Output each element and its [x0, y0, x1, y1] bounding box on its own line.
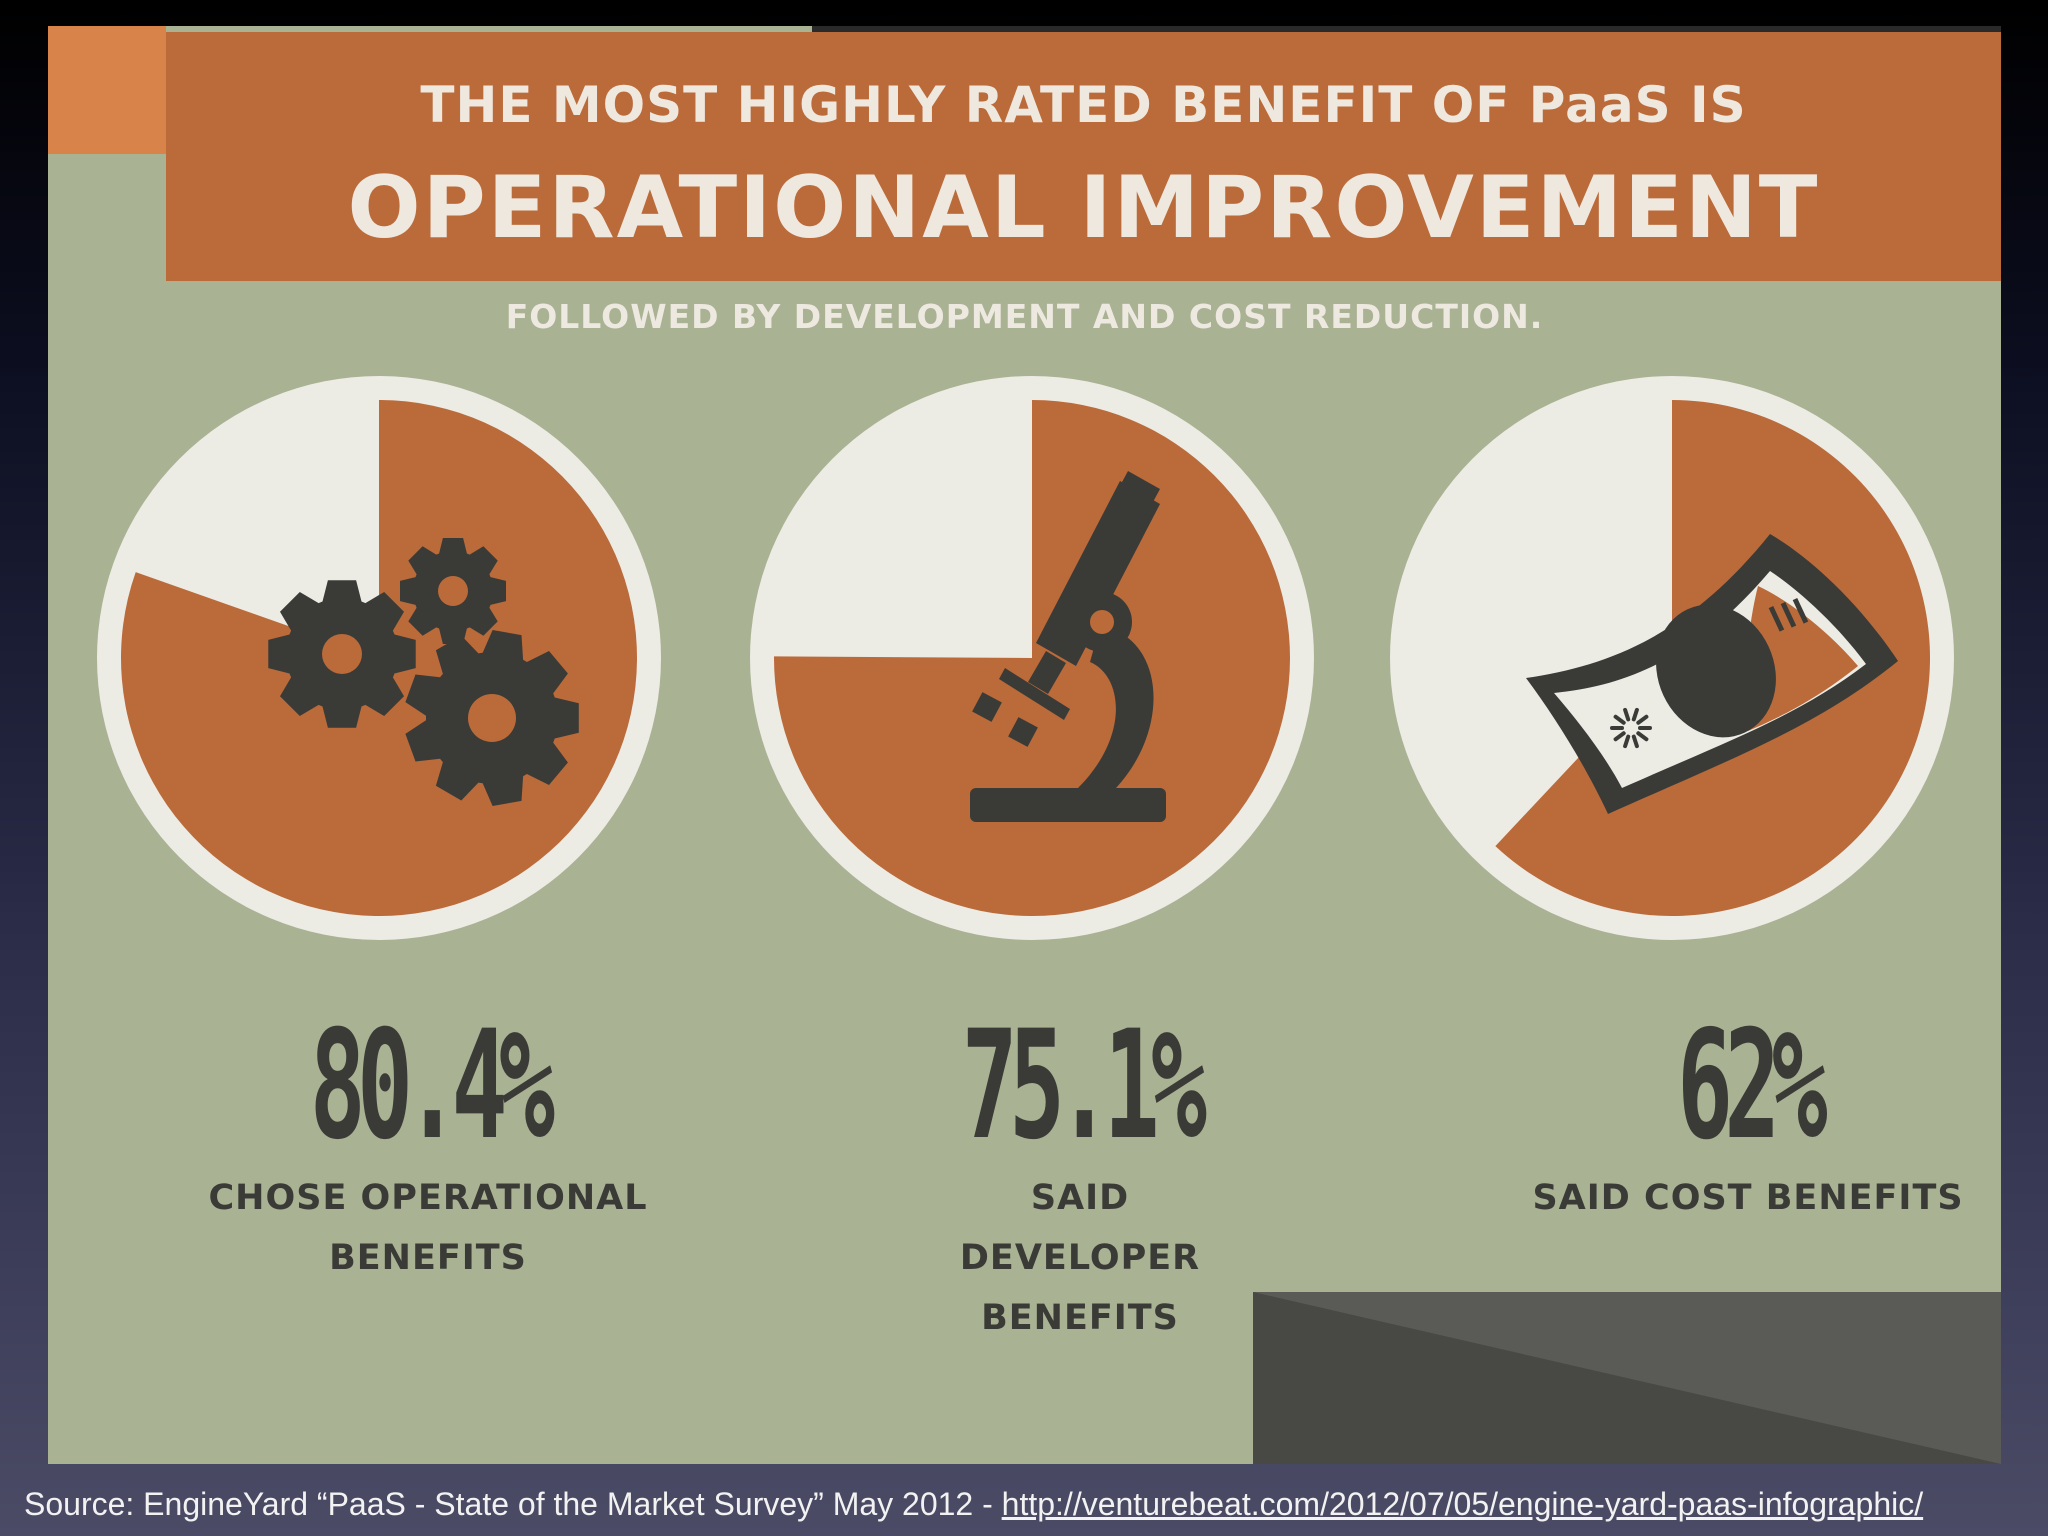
caption-cost: SAID COST BENEFITS — [1532, 1178, 1964, 1218]
pct-label-cost: 62% — [1677, 999, 1828, 1173]
pie-charts — [97, 376, 1954, 940]
microscope-icon — [970, 471, 1166, 822]
source-link[interactable]: http://venturebeat.com/2012/07/05/engine… — [1001, 1486, 1924, 1522]
caption-operational: CHOSE OPERATIONAL BENEFITS — [208, 1178, 648, 1278]
subtitle: FOLLOWED BY DEVELOPMENT AND COST REDUCTI… — [505, 297, 1544, 336]
pct-label-operational: 80.4% — [309, 999, 555, 1173]
pie-slice-developer — [774, 400, 1291, 916]
source-citation: Source: EngineYard “PaaS - State of the … — [24, 1486, 1923, 1523]
corner-accent — [48, 26, 166, 154]
pct-label-developer: 75.1% — [961, 999, 1207, 1173]
money-bill-icon — [1526, 534, 1898, 814]
infographic-panel: THE MOST HIGHLY RATED BENEFIT OF PaaS IS… — [48, 26, 2001, 1464]
caption-developer: SAID DEVELOPER BENEFITS — [959, 1178, 1201, 1338]
banner-line-1: THE MOST HIGHLY RATED BENEFIT OF PaaS IS — [420, 76, 1747, 134]
header-banner: THE MOST HIGHLY RATED BENEFIT OF PaaS IS… — [166, 32, 2001, 281]
gears-icon — [268, 538, 579, 806]
banner-line-2: OPERATIONAL IMPROVEMENT — [347, 158, 1820, 258]
top-strip — [812, 26, 2001, 32]
dark-corner-shape — [1253, 1292, 2001, 1464]
source-text: Source: EngineYard “PaaS - State of the … — [24, 1486, 1002, 1522]
